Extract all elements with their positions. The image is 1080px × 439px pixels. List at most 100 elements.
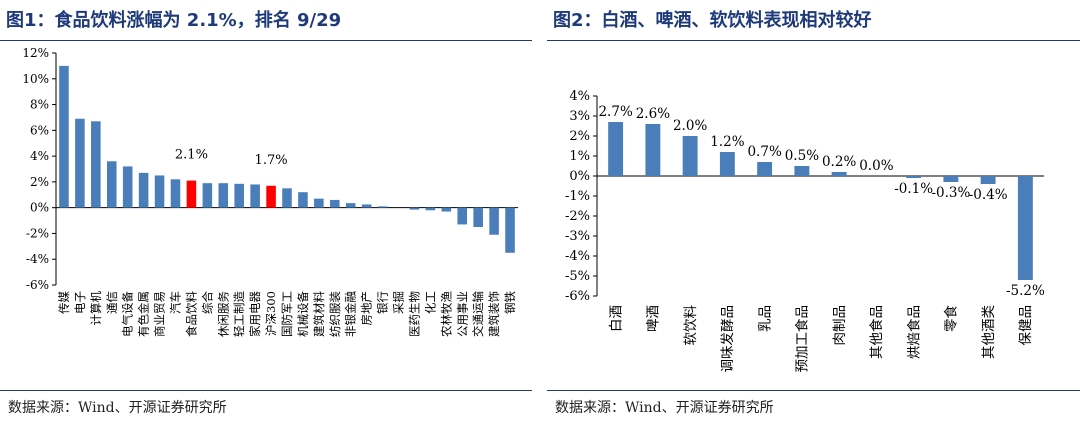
left-bar xyxy=(298,192,308,208)
left-bar xyxy=(106,161,117,208)
left-y-tick-label: -4% xyxy=(26,252,49,266)
right-category-label: 软饮料 xyxy=(683,305,699,346)
left-category-label: 食品饮料 xyxy=(184,291,198,337)
right-bar xyxy=(1017,176,1033,280)
left-y-tick-label: 2% xyxy=(30,175,49,189)
left-y-tick-label: 0% xyxy=(30,201,49,215)
left-category-label: 采掘 xyxy=(392,291,406,314)
left-bar xyxy=(441,207,452,212)
right-category-label: 乳品 xyxy=(757,305,773,332)
right-y-tick-label: -4% xyxy=(565,249,590,264)
left-bar xyxy=(505,207,515,253)
right-category-label: 白酒 xyxy=(608,305,624,332)
left-y-tick-label: 12% xyxy=(22,46,49,60)
left-category-label: 机械设备 xyxy=(296,291,310,337)
left-y-tick-label: 6% xyxy=(30,123,49,137)
right-y-tick-label: -5% xyxy=(565,269,590,284)
right-data-label: 0.2% xyxy=(822,154,856,170)
right-category-label: 其他食品 xyxy=(868,305,885,359)
right-y-tick-label: -6% xyxy=(565,289,590,304)
left-category-label: 电气设备 xyxy=(121,291,135,337)
right-bar xyxy=(682,136,698,176)
left-category-label: 国防军工 xyxy=(280,291,294,337)
left-bar xyxy=(314,198,324,208)
left-category-label: 钢铁 xyxy=(503,291,517,314)
left-category-label: 沪深300 xyxy=(264,291,278,336)
left-category-label: 有色金属 xyxy=(137,291,151,337)
left-category-label: 汽车 xyxy=(169,291,183,314)
left-bar xyxy=(457,207,468,225)
left-bar xyxy=(377,206,388,208)
left-bar xyxy=(218,183,229,208)
right-data-label: 2.0% xyxy=(673,118,707,134)
left-source-note: 数据来源：Wind、开源证券研究所 xyxy=(8,400,227,416)
right-data-label: 0.7% xyxy=(747,144,781,160)
right-bar xyxy=(757,162,773,176)
right-y-tick-label: 2% xyxy=(569,129,590,144)
right-category-label: 调味发酵品 xyxy=(720,305,736,373)
right-title-rule xyxy=(547,40,1080,41)
left-category-label: 非银金融 xyxy=(344,291,358,337)
left-category-label: 传媒 xyxy=(57,291,71,314)
left-category-label: 建筑材料 xyxy=(312,291,326,337)
left-chart-panel: 图1：食品饮料涨幅为 2.1%，排名 9/29 12% 10% 8% 6% 4% 2% 0%… xyxy=(0,0,532,439)
left-bar xyxy=(330,199,340,208)
left-category-label: 农林牧渔 xyxy=(439,291,453,337)
right-y-tick-label: 3% xyxy=(569,109,590,124)
left-bar xyxy=(361,204,372,208)
right-y-tick-label: -1% xyxy=(565,189,590,204)
right-category-label: 啤酒 xyxy=(646,305,662,332)
right-category-label: 预加工食品 xyxy=(794,305,811,373)
left-bar xyxy=(170,179,181,208)
right-data-label: -0.3% xyxy=(931,185,970,201)
right-data-label: 1.2% xyxy=(710,134,744,150)
right-y-tick-label: -3% xyxy=(565,229,590,244)
right-source-rule xyxy=(547,390,1080,391)
left-source-rule xyxy=(0,390,532,391)
left-bar xyxy=(59,65,69,208)
right-category-label: 肉制品 xyxy=(832,305,848,346)
left-category-label: 轻工制造 xyxy=(232,291,246,337)
right-y-tick-label: -2% xyxy=(565,209,590,224)
right-category-label: 其他酒类 xyxy=(981,305,997,359)
right-data-label: -5.2% xyxy=(1006,283,1045,299)
left-category-label: 休闲服务 xyxy=(216,291,230,337)
left-y-tick-label: -2% xyxy=(26,226,49,240)
right-data-label: -0.4% xyxy=(969,187,1008,203)
right-bar xyxy=(719,152,735,176)
right-bar xyxy=(980,176,996,184)
right-chart-panel: 图2：白酒、啤酒、软饮料表现相对较好 4% 3% 2% 1% 0% -1% -2% -3% -4… xyxy=(547,0,1080,439)
right-category-label: 保健品 xyxy=(1018,305,1034,346)
right-category-label: 零食 xyxy=(943,305,960,332)
left-bar xyxy=(91,121,101,208)
left-category-label: 计算机 xyxy=(89,291,103,326)
left-bar xyxy=(473,207,483,227)
right-bar-chart: 4% 3% 2% 1% 0% -1% -2% -3% -4% -5% -6% 2.7% 白酒 2.6% 啤酒… xyxy=(565,89,1045,373)
right-source-note: 数据来源：Wind、开源证券研究所 xyxy=(555,400,774,416)
left-category-label: 建筑装饰 xyxy=(487,291,501,337)
right-bar xyxy=(608,122,624,176)
left-category-label: 交通运输 xyxy=(471,291,485,337)
left-bar xyxy=(489,207,499,235)
left-bar xyxy=(154,175,165,208)
left-bar xyxy=(345,203,356,208)
left-y-tick-label: 8% xyxy=(30,98,49,112)
right-y-tick-label: 4% xyxy=(569,89,590,104)
left-bar xyxy=(75,118,85,208)
right-bar xyxy=(906,176,922,178)
left-chart-title: 图1：食品饮料涨幅为 2.1%，排名 9/29 xyxy=(6,10,342,31)
right-bar xyxy=(794,166,810,176)
right-bar xyxy=(645,124,661,176)
right-category-label: 烘焙食品 xyxy=(905,305,922,359)
left-bar xyxy=(409,207,420,210)
left-bar-chart: 12% 10% 8% 6% 4% 2% 0% -2% -4% -6% 传媒 电子 计算机 通信 电气设备 有色… xyxy=(22,46,518,337)
left-bar xyxy=(250,184,260,208)
left-category-label: 纺织服装 xyxy=(328,291,342,337)
left-bar xyxy=(234,183,244,208)
right-bar xyxy=(831,172,847,176)
left-category-label: 化工 xyxy=(423,291,437,314)
left-bar xyxy=(186,180,197,208)
left-bar xyxy=(425,207,436,211)
left-annotation: 1.7% xyxy=(255,153,288,168)
right-data-label: 2.7% xyxy=(598,104,632,120)
